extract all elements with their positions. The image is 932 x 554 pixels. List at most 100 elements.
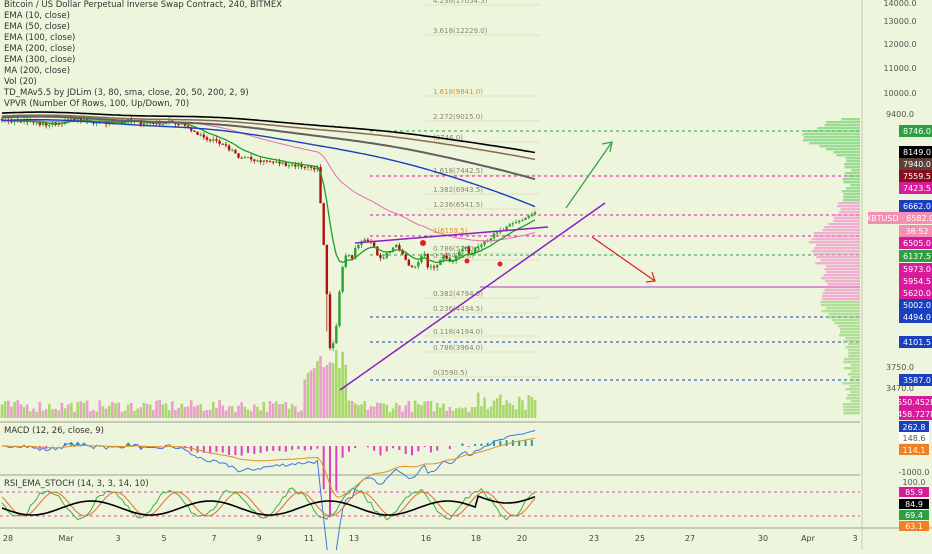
volume-bar xyxy=(168,410,171,418)
price-label-text: 5620.0 xyxy=(903,289,931,298)
volume-bar xyxy=(225,410,228,418)
vpvr-bar xyxy=(804,136,860,138)
candle-body xyxy=(458,252,460,257)
price-label: 8746.0 xyxy=(899,125,932,137)
rsi-label-text: 85.9 xyxy=(905,488,923,497)
vpvr-bar xyxy=(805,130,860,132)
indicator-volume[interactable]: Vol (20) xyxy=(4,77,282,88)
indicator-ma200[interactable]: MA (200, close) xyxy=(4,66,282,77)
vpvr-bar xyxy=(823,292,860,294)
rsi-label[interactable]: RSI_EMA_STOCH (14, 3, 3, 14, 10) xyxy=(4,479,149,489)
indicator-ema200[interactable]: EMA (200, close) xyxy=(4,44,282,55)
candle-body xyxy=(442,256,444,260)
vpvr-bar xyxy=(823,229,860,231)
vpvr-bar xyxy=(814,253,860,255)
macd-histogram-bar xyxy=(386,446,388,451)
volume-bar xyxy=(508,403,511,418)
candle-body xyxy=(521,220,523,221)
volume-bar xyxy=(357,405,360,418)
volume-bar xyxy=(199,404,202,418)
volume-bar xyxy=(174,410,177,418)
macd-label[interactable]: MACD (12, 26, close, 9) xyxy=(4,426,104,436)
candle-body xyxy=(42,123,44,125)
indicator-ema300[interactable]: EMA (300, close) xyxy=(4,55,282,66)
vpvr-bar xyxy=(843,406,860,408)
vpvr-bar xyxy=(850,376,860,378)
candle-body xyxy=(259,160,261,162)
volume-bar xyxy=(486,409,489,418)
fib-label: 2.272(9015.0) xyxy=(433,113,483,121)
vpvr-bar xyxy=(803,139,860,141)
vpvr-bar xyxy=(841,118,860,120)
vpvr-bar xyxy=(833,220,860,222)
fib-label: 0.118(4194.0) xyxy=(433,328,483,336)
volume-bar xyxy=(521,400,524,418)
macd-histogram-bar xyxy=(342,446,344,458)
volume-bar xyxy=(326,365,329,418)
candle-body xyxy=(247,157,249,158)
candle-body xyxy=(436,265,438,268)
volume-bar xyxy=(414,401,417,418)
volume-bar xyxy=(433,411,436,418)
macd-histogram-bar xyxy=(348,446,350,452)
vpvr-bar xyxy=(832,319,860,321)
volume-bar xyxy=(76,402,79,418)
macd-histogram-bar xyxy=(316,446,318,449)
vpvr-bar xyxy=(840,331,860,333)
candle-body xyxy=(234,150,236,154)
indicator-td-mav[interactable]: TD_MAv5.5 by JDLim (3, 80, sma, close, 2… xyxy=(4,88,282,99)
volume-bar xyxy=(294,406,297,418)
indicator-ema10[interactable]: EMA (10, close) xyxy=(4,11,282,22)
volume-bar xyxy=(275,401,278,418)
volume-bar xyxy=(259,410,262,418)
candle-body xyxy=(480,245,482,247)
x-tick-label: 3 xyxy=(852,534,857,543)
volume-bar xyxy=(203,411,206,418)
price-label: 6662.0 xyxy=(899,200,932,212)
rsi-axis-label: 85.9 xyxy=(899,487,929,497)
volume-bar xyxy=(51,409,54,418)
volume-bar xyxy=(307,373,310,418)
vpvr-bar xyxy=(851,364,860,366)
volume-bar xyxy=(35,412,38,418)
vpvr-bar xyxy=(846,388,860,390)
vpvr-bar xyxy=(844,163,860,165)
volume-bar xyxy=(300,411,303,418)
volume-bar xyxy=(262,402,265,418)
macd-histogram-bar xyxy=(461,443,463,446)
volume-bar xyxy=(250,411,253,418)
volume-bar xyxy=(363,401,366,418)
volume-bar xyxy=(452,411,455,418)
macd-histogram-bar xyxy=(379,446,381,455)
rsi-label-text: 63.1 xyxy=(905,522,923,531)
volume-bar xyxy=(244,407,247,418)
candle-body xyxy=(297,165,299,167)
volume-bar xyxy=(80,401,83,418)
candle-body xyxy=(218,141,220,144)
vpvr-bar xyxy=(826,271,860,273)
volume-bar xyxy=(83,403,86,418)
volume-bar xyxy=(373,407,376,418)
vpvr-bar xyxy=(844,358,860,360)
vpvr-bar xyxy=(843,178,860,180)
volume-bar xyxy=(360,404,363,418)
indicator-vpvr[interactable]: VPVR (Number Of Rows, 100, Up/Down, 70) xyxy=(4,99,282,110)
candle-body xyxy=(408,260,410,266)
vpvr-bar xyxy=(809,142,860,144)
volume-bar xyxy=(193,407,196,418)
volume-bar xyxy=(256,407,259,418)
candle-body xyxy=(212,139,214,140)
macd-histogram-bar xyxy=(266,446,268,451)
indicator-ema50[interactable]: EMA (50, close) xyxy=(4,22,282,33)
vpvr-bar xyxy=(817,127,860,129)
volume-bar xyxy=(303,379,306,418)
vpvr-bar xyxy=(819,145,860,147)
price-label-text: 6137.5 xyxy=(903,252,931,261)
vpvr-bar xyxy=(821,304,860,306)
macd-histogram-bar xyxy=(430,446,432,452)
volume-bar xyxy=(281,404,284,418)
indicator-ema100[interactable]: EMA (100, close) xyxy=(4,33,282,44)
x-tick-label: 16 xyxy=(421,534,431,543)
vpvr-bar xyxy=(824,268,860,270)
price-label-text: 3587.0 xyxy=(903,376,931,385)
